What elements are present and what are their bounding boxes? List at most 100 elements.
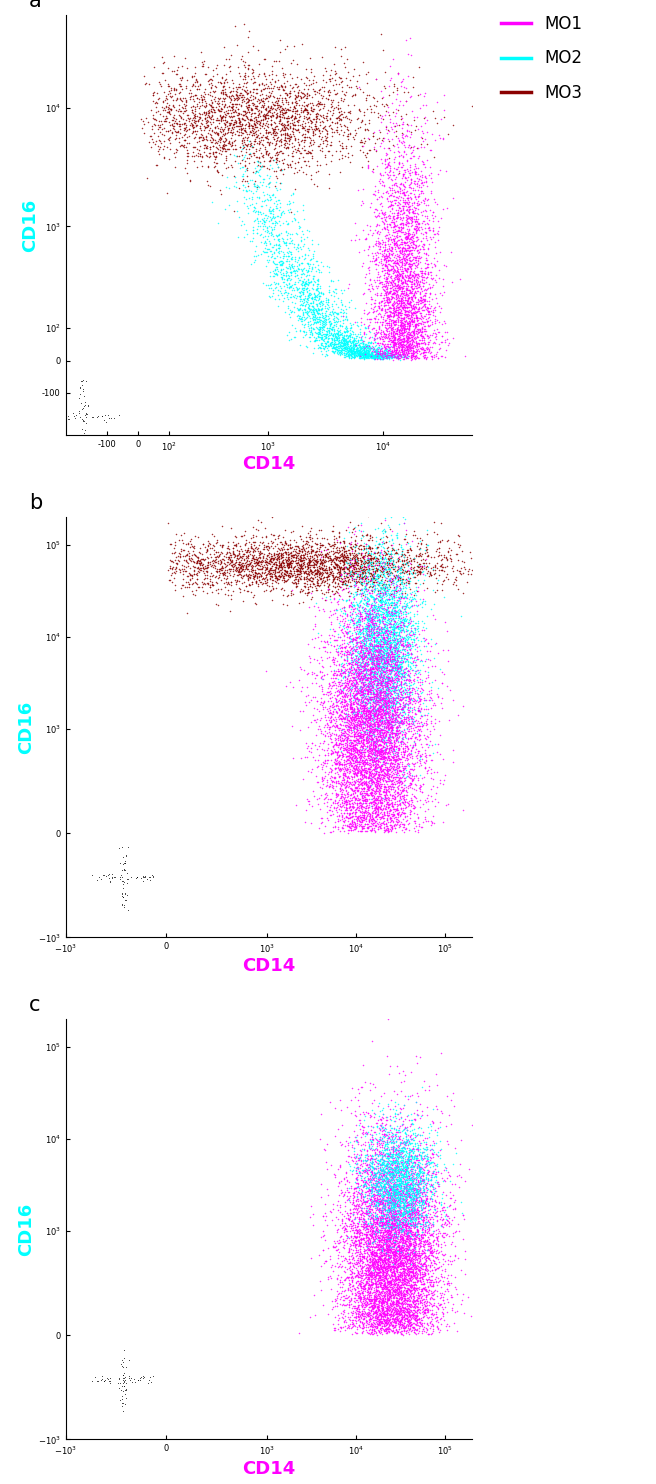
Point (375, 591, 385, 614)
Point (394, 816, 404, 840)
Point (369, 1264, 380, 1288)
Point (352, 1321, 362, 1345)
Point (337, 743, 348, 767)
Point (356, 1178, 367, 1202)
Point (386, 715, 396, 739)
Point (381, 1106, 392, 1129)
Point (75, 383, 85, 407)
Point (376, 1238, 386, 1261)
Point (403, 653, 413, 677)
Point (396, 696, 407, 720)
Point (392, 1215, 403, 1239)
Point (386, 1158, 397, 1181)
Point (350, 1244, 361, 1267)
Point (327, 120, 337, 144)
Point (324, 556, 335, 580)
Point (250, 93, 260, 117)
Point (366, 745, 377, 769)
Point (316, 555, 326, 579)
Point (378, 1206, 388, 1230)
Point (393, 1272, 403, 1296)
Point (280, 91, 291, 114)
Point (390, 1146, 401, 1169)
Point (378, 742, 388, 766)
Point (420, 1189, 431, 1212)
Point (380, 632, 391, 656)
Point (400, 732, 410, 755)
Point (347, 543, 358, 567)
Point (367, 1291, 378, 1315)
Point (330, 324, 340, 347)
Point (369, 746, 379, 770)
Point (328, 98, 338, 122)
Point (377, 646, 388, 669)
Point (392, 1147, 402, 1171)
Point (90, 1365, 100, 1389)
Point (228, 92, 238, 116)
Point (391, 635, 401, 659)
Point (354, 1094, 364, 1117)
Point (374, 583, 384, 607)
Point (371, 1251, 381, 1275)
Point (375, 757, 385, 781)
Point (367, 1184, 377, 1208)
Point (408, 1284, 419, 1307)
Point (372, 616, 382, 640)
Point (401, 1122, 411, 1146)
Point (399, 754, 409, 778)
Point (402, 1276, 413, 1300)
Point (356, 1186, 367, 1209)
Point (422, 337, 432, 361)
Point (386, 706, 396, 730)
Point (348, 697, 358, 721)
Point (144, 1368, 154, 1392)
Point (343, 537, 354, 561)
Point (402, 1174, 413, 1198)
Point (228, 559, 238, 583)
Point (363, 611, 374, 635)
Point (220, 545, 231, 568)
Point (396, 697, 406, 721)
Point (390, 1180, 400, 1204)
Point (305, 321, 316, 344)
Point (367, 605, 378, 629)
Point (360, 1273, 371, 1297)
Point (369, 249, 379, 273)
Point (394, 331, 404, 355)
Point (316, 706, 326, 730)
Point (372, 1196, 382, 1220)
Point (370, 781, 380, 804)
Point (285, 536, 295, 559)
Point (352, 1214, 362, 1238)
Point (392, 803, 402, 827)
Point (359, 341, 369, 365)
Point (359, 663, 370, 687)
Point (387, 1198, 398, 1221)
Point (433, 530, 443, 554)
Point (406, 270, 417, 294)
Point (369, 324, 380, 347)
Point (450, 1300, 461, 1324)
Point (420, 709, 431, 733)
Point (283, 564, 293, 588)
Point (380, 1220, 391, 1244)
Point (408, 1254, 419, 1278)
Point (287, 543, 298, 567)
Point (394, 712, 404, 736)
Point (422, 758, 432, 782)
Point (359, 1159, 370, 1183)
Point (394, 579, 404, 603)
Point (404, 1211, 415, 1235)
Point (353, 724, 363, 748)
Point (446, 1248, 457, 1272)
Point (401, 1298, 412, 1322)
Point (347, 1214, 358, 1238)
Point (365, 543, 376, 567)
Point (355, 651, 365, 675)
Point (378, 551, 388, 574)
Point (394, 1291, 405, 1315)
Point (336, 732, 346, 755)
Point (365, 321, 375, 344)
Point (382, 595, 393, 619)
Point (380, 697, 390, 721)
